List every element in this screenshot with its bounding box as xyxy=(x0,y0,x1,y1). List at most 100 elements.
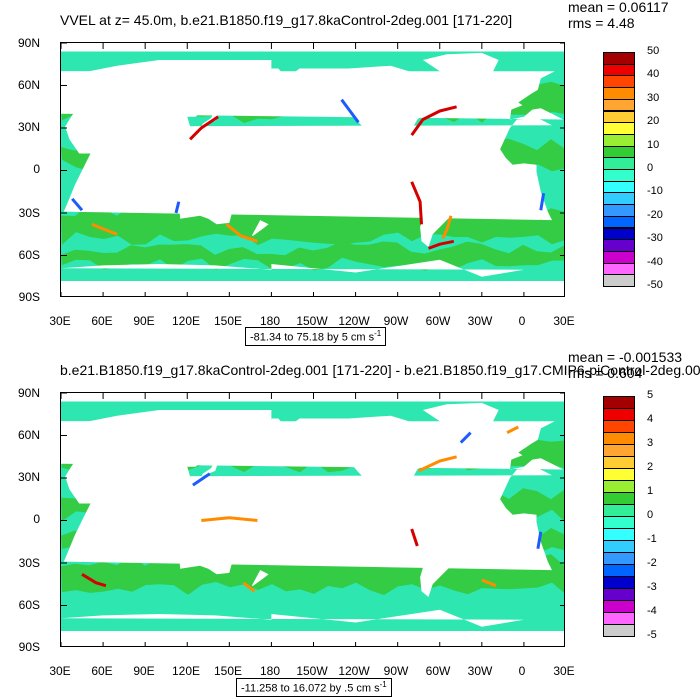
land-antarctica xyxy=(61,609,524,646)
lon-label: 30E xyxy=(553,314,575,328)
contour-range-label: -11.258 to 16.072 by .5 cm s-1 xyxy=(236,678,392,697)
land-australia xyxy=(178,536,234,575)
current-streak xyxy=(539,192,546,211)
plot-title: b.e21.B1850.f19_g17.8kaControl-2deg.001 … xyxy=(60,362,700,378)
land-island xyxy=(271,418,286,427)
current-streak xyxy=(459,431,472,444)
current-streak xyxy=(189,115,219,141)
lat-label: 30N xyxy=(17,470,40,484)
colorbar-label: -10 xyxy=(647,185,663,198)
current-streak xyxy=(506,425,519,435)
land-australia xyxy=(178,186,234,225)
colorbar-label: -50 xyxy=(647,279,663,291)
lon-label: 90E xyxy=(133,314,155,328)
mean-value: mean = 0.06117 xyxy=(568,0,669,15)
colorbar-label: 0 xyxy=(647,162,654,174)
land-europe-asia-west xyxy=(61,71,564,120)
lat-label: 60S xyxy=(18,248,40,262)
land-island xyxy=(202,173,230,184)
range-exponent: -1 xyxy=(374,329,382,338)
lon-label: 120W xyxy=(338,664,370,678)
land-island xyxy=(202,523,230,534)
lat-label: 0 xyxy=(33,162,40,176)
lon-label: 60E xyxy=(91,314,113,328)
plot-title: VVEL at z= 45.0m, b.e21.B1850.f19_g17.8k… xyxy=(60,12,513,28)
current-streak xyxy=(410,105,457,136)
lat-label: 90S xyxy=(18,640,40,654)
current-streak xyxy=(71,197,84,212)
land-island xyxy=(152,163,195,182)
lat-label: 90N xyxy=(17,36,40,50)
lon-label: 60W xyxy=(425,314,451,328)
panel-top: VVEL at z= 45.0m, b.e21.B1850.f19_g17.8k… xyxy=(17,0,693,346)
lon-label: 90W xyxy=(383,664,409,678)
land-island xyxy=(271,68,286,77)
land-island xyxy=(79,538,90,556)
colorbar-label: 40 xyxy=(647,68,660,81)
current-streak xyxy=(340,98,360,124)
colorbar: 50 40 30 20 10 0 -10 -20 -30 -40 -50 xyxy=(603,45,693,291)
contour-range-label: -81.34 to 75.18 by 5 cm s-1 xyxy=(245,327,387,346)
colorbar-label: -5 xyxy=(647,629,657,641)
colorbar-label: 30 xyxy=(647,91,660,104)
colorbar-label: 50 xyxy=(647,45,660,57)
land-africa xyxy=(61,118,552,221)
lat-label: 30N xyxy=(17,120,40,134)
current-streak xyxy=(201,516,258,522)
current-streak xyxy=(81,573,107,588)
rms-value: rms = 4.48 xyxy=(568,15,635,31)
colorbar-label: -30 xyxy=(647,232,663,245)
lon-label: 30W xyxy=(467,664,493,678)
land-island xyxy=(509,88,522,100)
current-streak xyxy=(441,215,453,240)
lon-label: 150E xyxy=(213,314,243,328)
land-europe-asia-west xyxy=(61,421,564,470)
land-island xyxy=(79,188,90,206)
lon-label: 30E xyxy=(49,664,71,678)
colorbar: 5 4 3 2 1 0 -1 -2 -3 -4 -5 xyxy=(603,389,693,641)
colorbar-label: -4 xyxy=(647,605,657,617)
colorbar-label: 0 xyxy=(647,509,654,521)
lon-label: 120E xyxy=(171,314,201,328)
lon-label: 60W xyxy=(425,664,451,678)
current-streak xyxy=(192,472,211,487)
current-streak xyxy=(242,581,256,593)
land-island xyxy=(201,456,219,477)
land-island xyxy=(251,570,269,586)
land-island xyxy=(152,513,195,532)
land-island xyxy=(251,220,269,236)
lon-label: 180 xyxy=(259,664,281,678)
range-text: -11.258 to 16.072 by .5 cm s xyxy=(241,682,380,695)
lon-label: 30E xyxy=(49,314,71,328)
colorbar-label: -20 xyxy=(647,208,663,221)
lat-label: 90S xyxy=(18,290,40,304)
lat-label: 60N xyxy=(17,428,40,442)
lon-label: 30W xyxy=(467,314,493,328)
range-text: -81.34 to 75.18 by 5 cm s xyxy=(250,331,375,344)
current-streak xyxy=(91,222,118,236)
lon-label: 150W xyxy=(296,664,328,678)
lon-label: 30E xyxy=(553,664,575,678)
velocity-difference-map xyxy=(61,393,564,646)
lat-label: 60N xyxy=(17,78,40,92)
current-streak xyxy=(481,578,497,588)
lat-label: 30S xyxy=(18,556,40,570)
range-exponent: -1 xyxy=(379,680,387,689)
land-africa xyxy=(61,468,552,571)
map-frame xyxy=(60,392,565,647)
lon-label: 0 xyxy=(518,664,526,678)
lon-label: 120E xyxy=(171,664,201,678)
lon-label: 150W xyxy=(296,314,328,328)
ocean-velocity-map xyxy=(61,43,564,296)
land-island xyxy=(509,438,522,450)
mean-value: mean = -0.001533 xyxy=(568,349,683,365)
colorbar-label: 1 xyxy=(647,485,654,497)
colorbar-label: 10 xyxy=(647,138,660,151)
colorbar-label: 3 xyxy=(647,437,654,449)
current-streak xyxy=(410,528,419,547)
colorbar-label: 4 xyxy=(647,413,654,425)
colorbar-label: 20 xyxy=(647,115,660,128)
land-antarctica xyxy=(61,259,524,296)
lat-label: 60S xyxy=(18,598,40,612)
current-streak xyxy=(410,181,423,225)
